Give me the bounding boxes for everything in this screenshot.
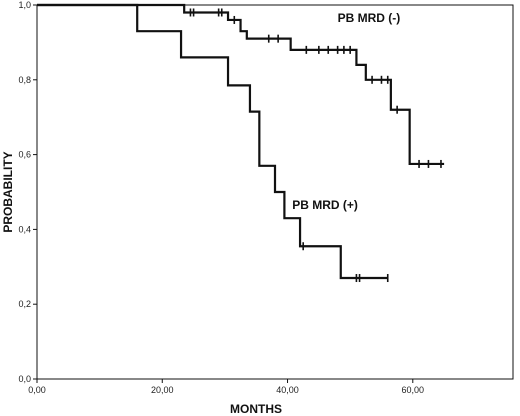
y-tick-label: 1,0 [18,0,31,10]
survival-step-line [37,3,388,280]
series-pb-mrd-positive [37,3,389,283]
series-layer [37,3,445,283]
plot-area-frame [36,4,514,380]
series-label: PB MRD (+) [292,198,358,212]
series-labels: PB MRD (-) PB MRD (+) [292,11,400,212]
y-tick-label: 0,8 [18,75,31,85]
series-pb-mrd-negative [37,3,445,168]
series-label: PB MRD (-) [338,11,401,25]
y-tick-label: 0,2 [18,299,31,309]
y-tick-label: 0,6 [18,150,31,160]
survival-step-line [37,3,445,166]
x-tick-label: 0,00 [28,385,46,395]
x-tick-label: 20,00 [151,385,174,395]
y-tick-label: 0,4 [18,224,31,234]
y-axis-title: PROBABILITY [1,151,15,232]
x-axis-title: MONTHS [230,402,282,416]
y-axis: 0,0 0,2 0,4 0,6 0,8 1,0 [18,0,37,384]
x-tick-label: 40,00 [276,385,299,395]
x-axis: 0,00 20,00 40,00 60,00 [28,379,424,395]
x-tick-label: 60,00 [402,385,425,395]
y-tick-label: 0,0 [18,374,31,384]
